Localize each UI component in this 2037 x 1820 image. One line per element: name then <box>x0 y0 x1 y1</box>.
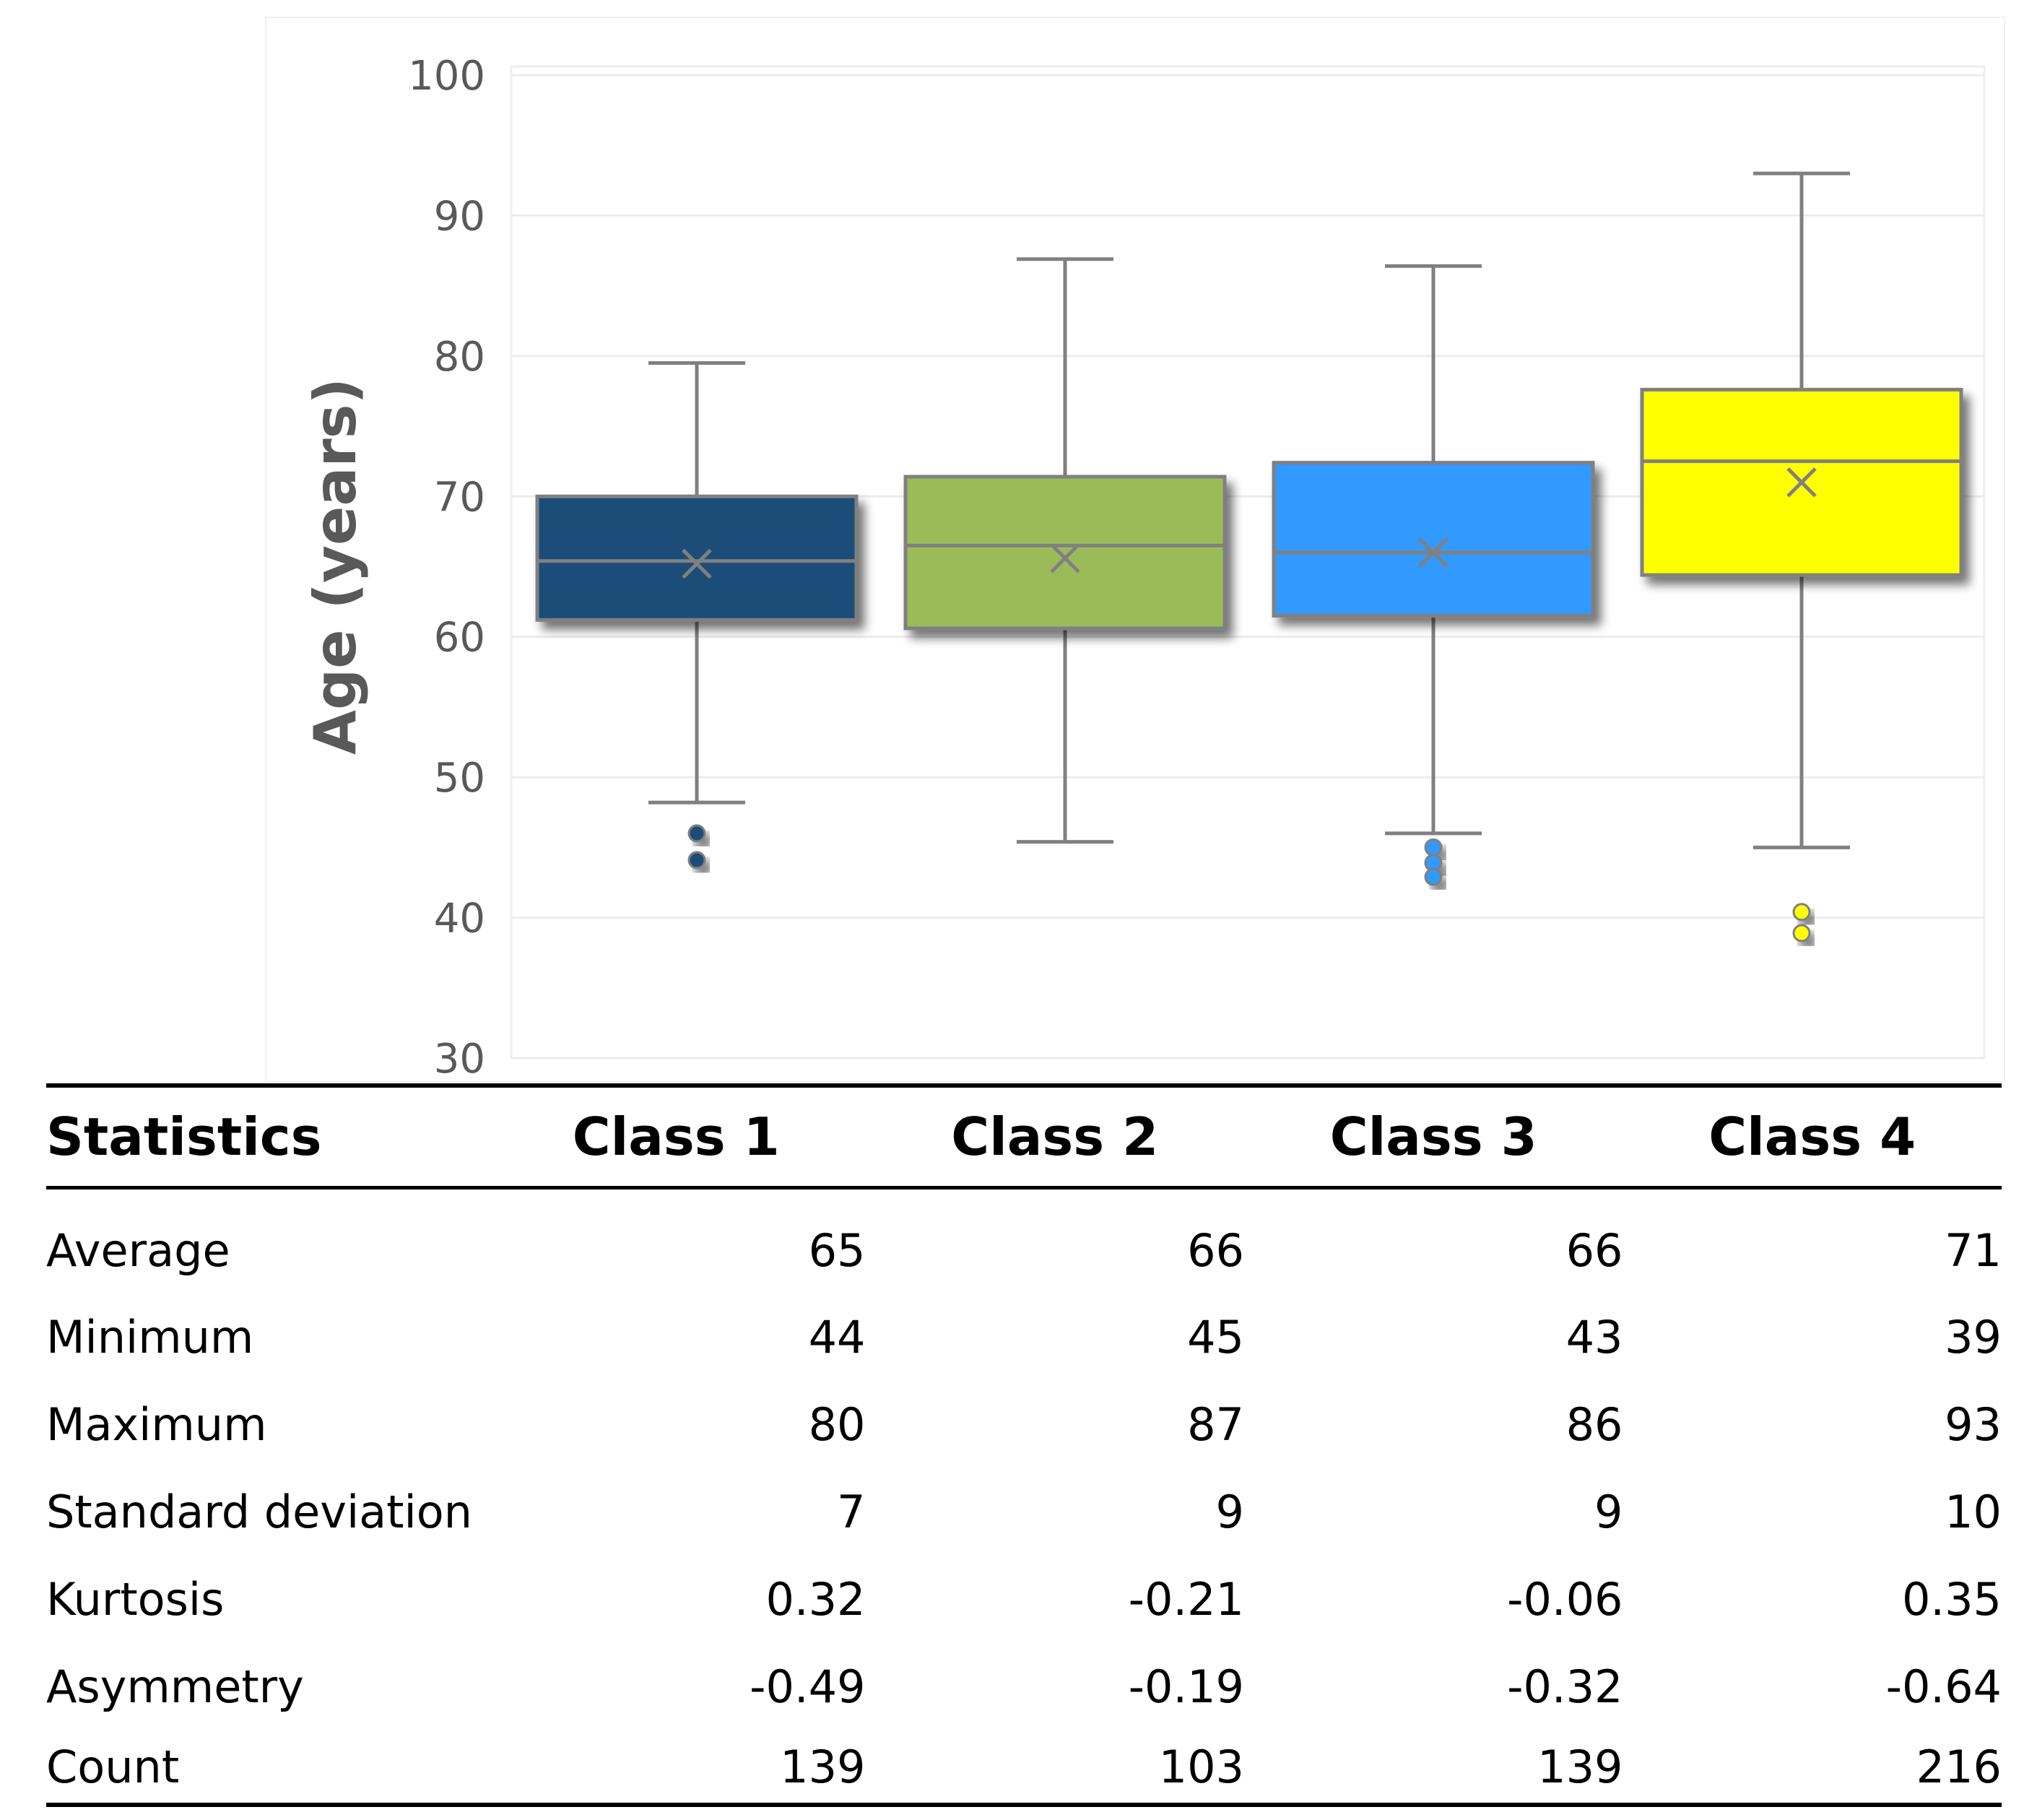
header-statistics: Statistics <box>46 1106 322 1167</box>
outlier-point <box>687 851 706 870</box>
cell-value: 7 <box>837 1486 866 1538</box>
cell-value: 65 <box>808 1223 866 1277</box>
y-axis-title: Age (years) <box>302 378 369 755</box>
row-label: Count <box>46 1740 180 1793</box>
mean-marker-stroke <box>682 548 712 579</box>
y-axis-ticks: 30 40 50 60 70 80 90 100 <box>408 53 485 1083</box>
y-tick-label: 90 <box>434 193 485 240</box>
header-class-3: Class 3 <box>1329 1106 1537 1167</box>
outlier-point <box>1424 838 1443 857</box>
mean-marker-stroke <box>1418 537 1449 568</box>
cell-value: 43 <box>1565 1311 1623 1364</box>
row-label: Maximum <box>46 1398 267 1451</box>
mean-marker <box>1418 537 1449 568</box>
table-row-asymmetry: Asymmetry -0.49 -0.19 -0.32 -0.64 <box>46 1643 2002 1730</box>
cell-value: 39 <box>1945 1311 2002 1364</box>
cell-value: 216 <box>1916 1740 2002 1793</box>
cell-value: 139 <box>780 1740 866 1793</box>
iqr-box <box>535 494 859 622</box>
mean-marker <box>1786 467 1817 498</box>
table-row-maximum: Maximum 80 87 86 93 <box>46 1381 2002 1468</box>
cell-value: 44 <box>808 1311 866 1364</box>
cell-value: -0.32 <box>1507 1660 1623 1713</box>
boxplot-svg: 30 40 50 60 70 80 90 100 Age (years) <box>265 17 2005 1083</box>
y-tick-label: 70 <box>434 474 485 521</box>
cell-value: 0.35 <box>1901 1573 2002 1626</box>
table-row-average: Average 65 66 66 71 <box>46 1188 2002 1294</box>
mean-marker-stroke <box>1786 467 1817 498</box>
y-tick-label: 100 <box>408 53 485 100</box>
table-row-standard-deviation: Standard deviation 7 9 9 10 <box>46 1468 2002 1556</box>
table-row-minimum: Minimum 44 45 43 39 <box>46 1294 2002 1381</box>
cell-value: -0.19 <box>1128 1660 1244 1713</box>
cell-value: 103 <box>1158 1740 1244 1793</box>
row-label: Kurtosis <box>46 1573 225 1626</box>
cell-value: 87 <box>1187 1398 1244 1451</box>
mean-marker <box>1050 543 1080 573</box>
chart-area-frame <box>265 17 2005 1083</box>
cell-value: 139 <box>1537 1740 1623 1793</box>
cell-value: 0.32 <box>765 1573 866 1626</box>
cell-value: 80 <box>808 1398 866 1451</box>
cell-value: -0.49 <box>750 1660 866 1713</box>
boxplot-chart: 30 40 50 60 70 80 90 100 Age (years) <box>265 17 2005 1083</box>
boxes <box>535 171 1963 942</box>
header-class-4: Class 4 <box>1708 1106 1916 1167</box>
cell-value: 71 <box>1945 1223 2002 1277</box>
table-row-kurtosis: Kurtosis 0.32 -0.21 -0.06 0.35 <box>46 1556 2002 1643</box>
box-1 <box>535 361 859 870</box>
box-2 <box>903 257 1227 844</box>
table-row-count: Count 139 103 139 216 <box>46 1730 2002 1805</box>
y-tick-label: 30 <box>434 1036 485 1083</box>
cell-value: 93 <box>1945 1398 2002 1451</box>
iqr-box <box>903 474 1227 630</box>
cell-value: 10 <box>1945 1486 2002 1538</box>
cell-value: 9 <box>1594 1486 1623 1538</box>
iqr-box <box>1272 461 1595 618</box>
box-3 <box>1272 264 1595 886</box>
y-tick-label: 50 <box>434 755 485 802</box>
row-label: Average <box>46 1223 230 1277</box>
header-class-2: Class 2 <box>951 1106 1159 1167</box>
cell-value: 66 <box>1187 1223 1244 1277</box>
cell-value: 45 <box>1187 1311 1244 1364</box>
cell-value: -0.21 <box>1128 1573 1244 1626</box>
cell-value: 86 <box>1565 1398 1623 1451</box>
outlier-point <box>1792 903 1811 922</box>
box-4 <box>1640 171 1963 942</box>
y-tick-label: 40 <box>434 896 485 942</box>
y-tick-label: 80 <box>434 334 485 381</box>
outlier-point <box>1424 867 1443 886</box>
row-label: Asymmetry <box>46 1660 304 1713</box>
statistics-table: Statistics Class 1 Class 2 Class 3 Class… <box>46 1083 2002 1807</box>
row-label: Minimum <box>46 1311 254 1364</box>
mean-marker-stroke <box>1050 543 1080 573</box>
mean-marker <box>682 548 712 579</box>
outlier-point <box>1792 924 1811 942</box>
table-header-row: Statistics Class 1 Class 2 Class 3 Class… <box>46 1086 2002 1188</box>
y-tick-label: 60 <box>434 615 485 662</box>
header-class-1: Class 1 <box>572 1106 780 1167</box>
cell-value: 66 <box>1565 1223 1623 1277</box>
cell-value: -0.64 <box>1885 1660 2002 1713</box>
cell-value: 9 <box>1215 1486 1244 1538</box>
outlier-point <box>687 824 706 843</box>
row-label: Standard deviation <box>46 1486 472 1538</box>
cell-value: -0.06 <box>1507 1573 1623 1626</box>
